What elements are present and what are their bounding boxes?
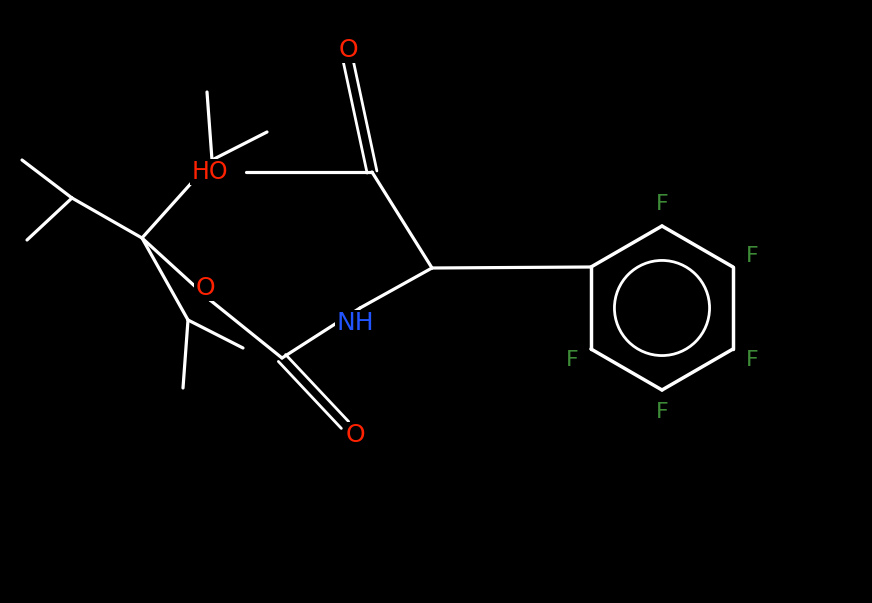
Text: F: F	[656, 402, 668, 422]
Text: O: O	[338, 38, 358, 62]
Text: NH: NH	[337, 311, 374, 335]
Text: O: O	[345, 423, 364, 447]
Text: F: F	[566, 350, 578, 370]
Text: F: F	[656, 194, 668, 214]
Text: F: F	[746, 246, 759, 266]
Text: O: O	[195, 276, 215, 300]
Text: F: F	[746, 350, 759, 370]
Text: HO: HO	[191, 160, 228, 184]
